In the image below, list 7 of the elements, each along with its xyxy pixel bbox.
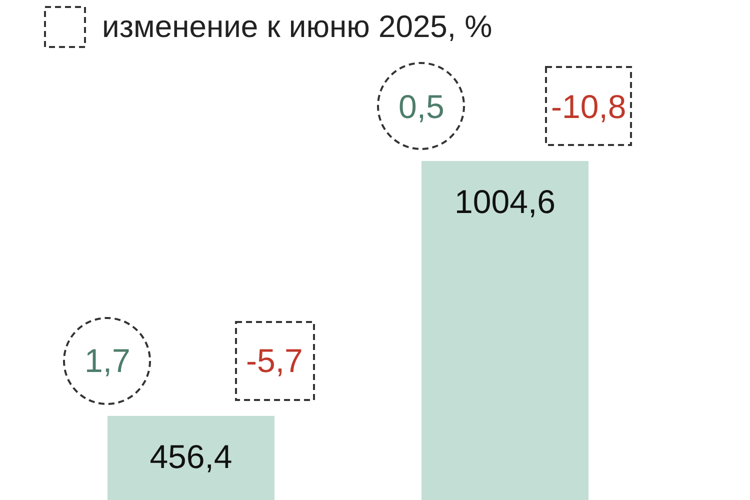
text: изменение к июню 2025, % [102,9,492,44]
text: -10,8 [551,88,626,124]
annotation: 1,7 [84,342,130,380]
text: 0,5 [398,88,444,124]
data-label: 1004,6 [454,183,556,220]
data-label: 456,4 [150,438,232,475]
annotation: -5,7 [246,342,303,380]
